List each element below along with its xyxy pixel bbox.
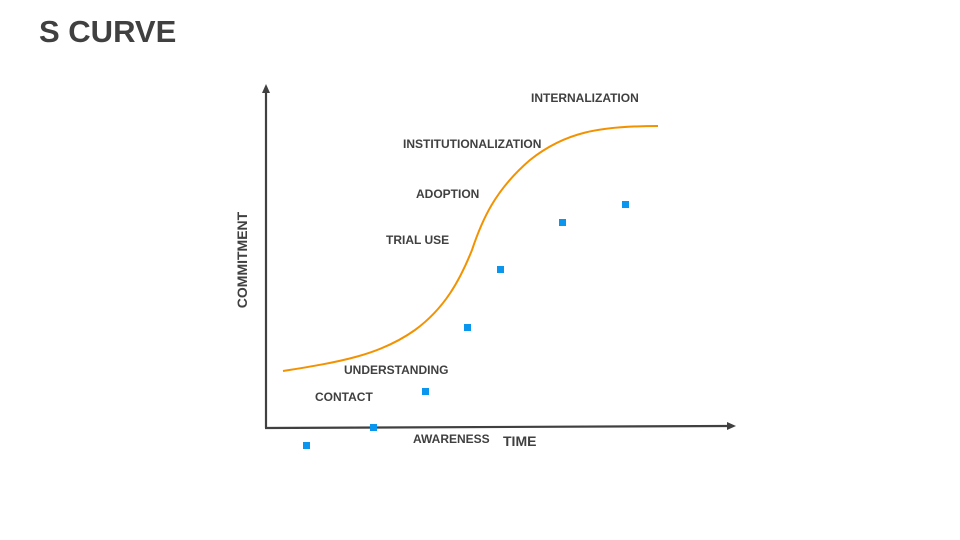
marker-understanding (422, 388, 429, 395)
marker-adoption (497, 266, 504, 273)
marker-contact (370, 424, 377, 431)
stage-label-institutionalization: INSTITUTIONALIZATION (403, 137, 542, 151)
marker-internalization (622, 201, 629, 208)
marker-institutionalization (559, 219, 566, 226)
stage-label-understanding: UNDERSTANDING (344, 363, 449, 377)
marker-awareness (303, 442, 310, 449)
stage-label-trial-use: TRIAL USE (386, 233, 450, 247)
y-axis-label: COMMITMENT (234, 211, 250, 309)
stage-label-adoption: ADOPTION (416, 187, 480, 201)
x-axis-arrow-icon (727, 422, 736, 430)
s-curve-line (282, 125, 659, 372)
x-axis-label: TIME (503, 433, 537, 449)
stage-label-awareness: AWARENESS (413, 432, 490, 446)
x-axis (264, 424, 729, 430)
marker-trial-use (464, 324, 471, 331)
stage-label-internalization: INTERNALIZATION (531, 91, 639, 105)
page-title: S CURVE (39, 14, 177, 49)
y-axis-arrow-icon (262, 84, 270, 93)
stage-label-contact: CONTACT (315, 390, 373, 404)
